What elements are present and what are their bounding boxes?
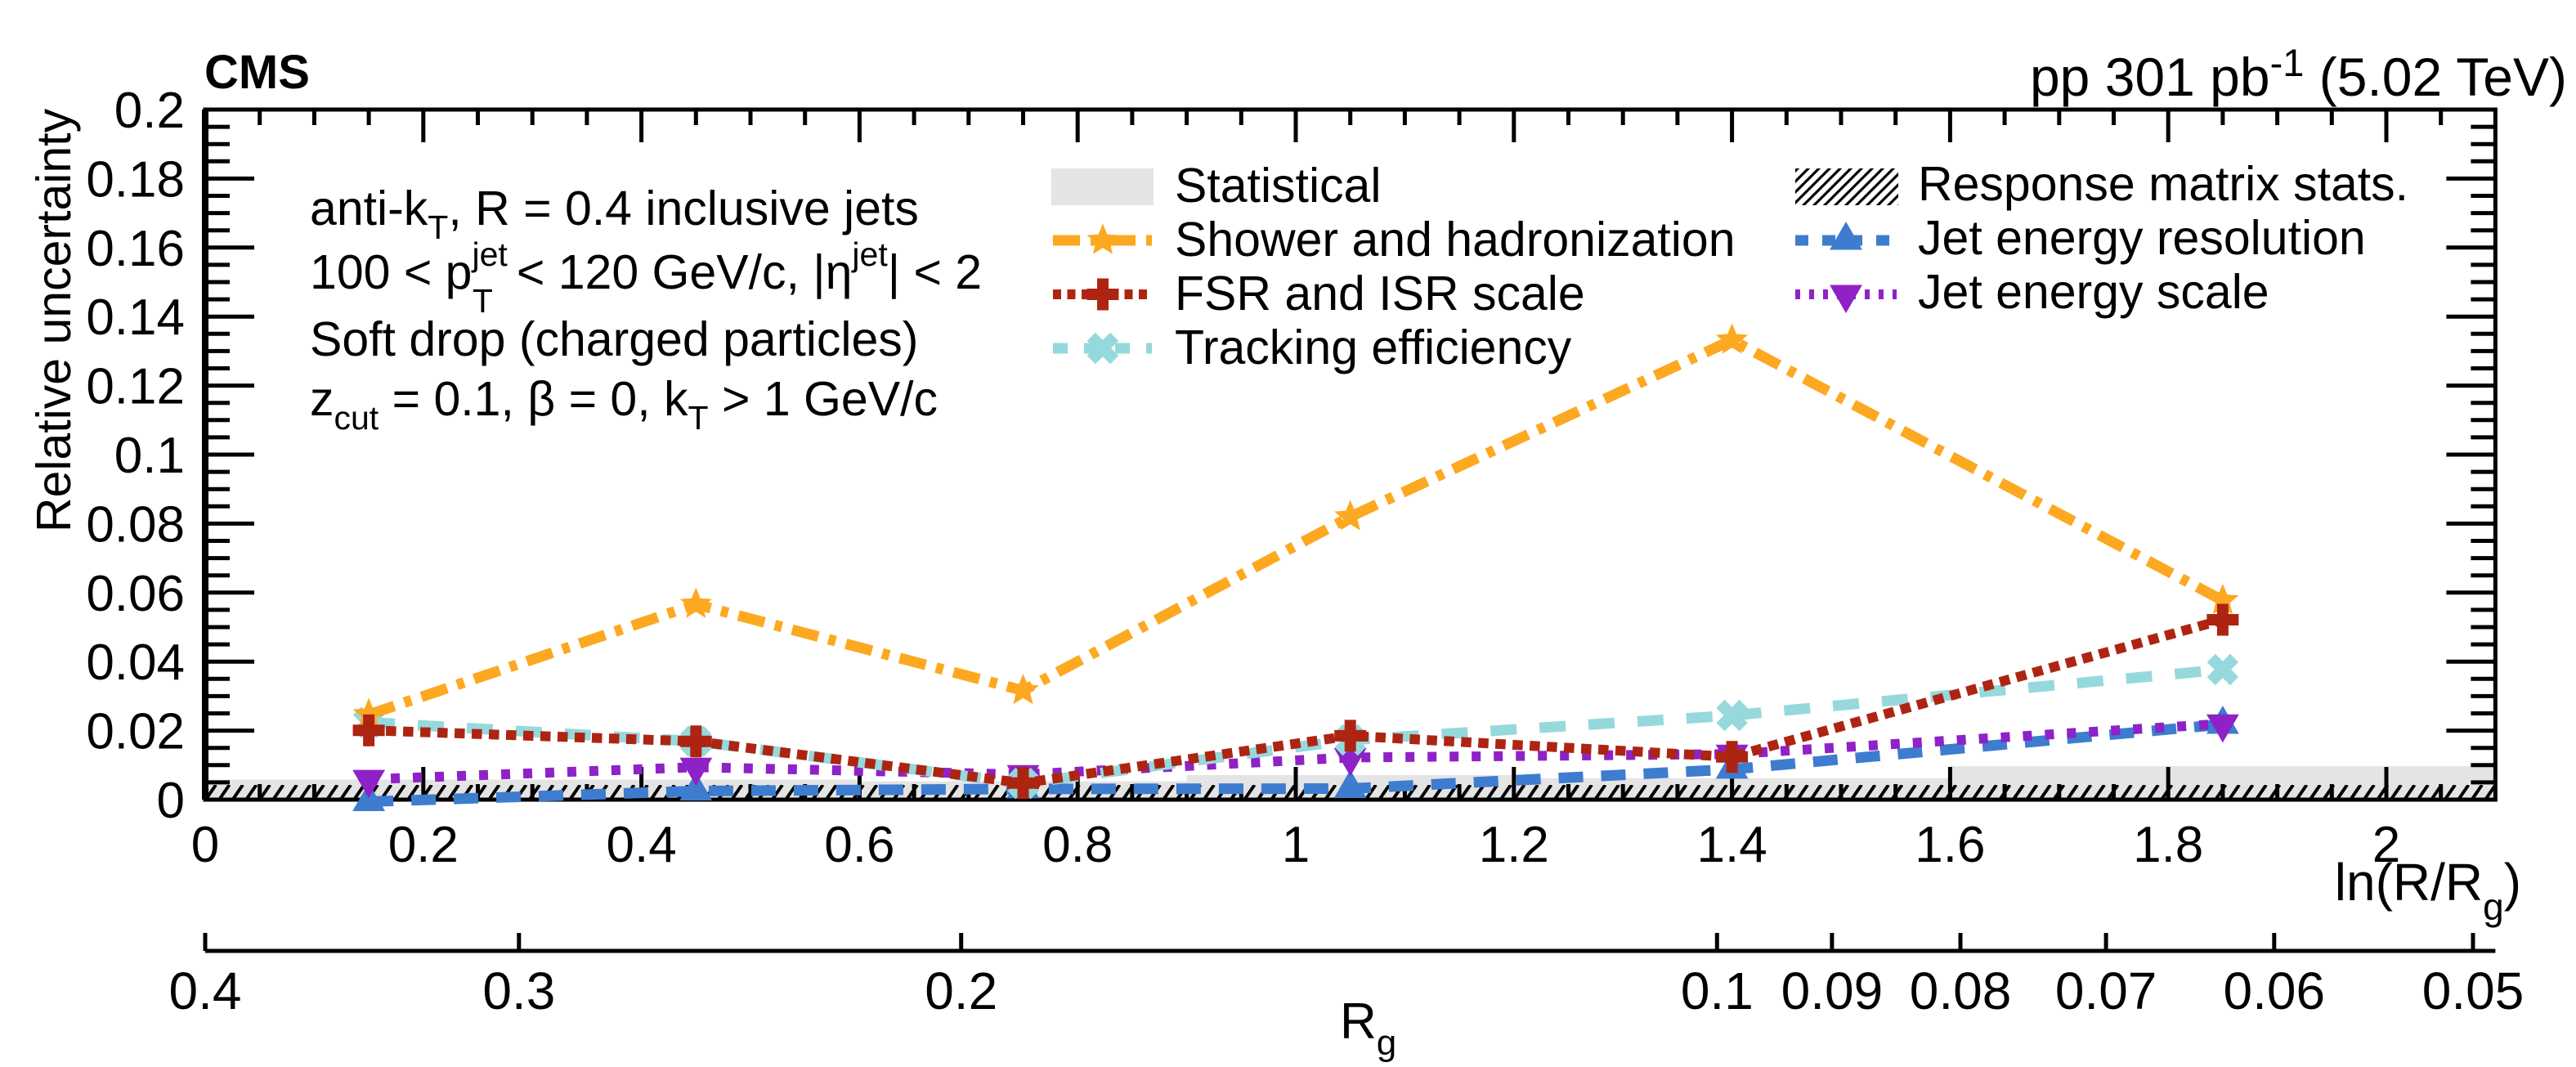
svg-text:0.8: 0.8 (1042, 817, 1113, 873)
svg-text:Jet energy scale: Jet energy scale (1918, 265, 2269, 319)
svg-text:0.08: 0.08 (1910, 962, 2012, 1020)
svg-text:2: 2 (2372, 817, 2400, 873)
svg-text:1.4: 1.4 (1696, 817, 1767, 873)
svg-text:0.06: 0.06 (2224, 962, 2326, 1020)
svg-text:zcut = 0.1, β = 0, kT > 1 GeV/: zcut = 0.1, β = 0, kT > 1 GeV/c (310, 372, 938, 437)
svg-text:0.14: 0.14 (86, 289, 185, 346)
svg-text:0.2: 0.2 (925, 962, 997, 1020)
svg-text:0.4: 0.4 (169, 962, 242, 1020)
svg-text:FSR and ISR scale: FSR and ISR scale (1175, 267, 1585, 321)
svg-text:0.3: 0.3 (482, 962, 555, 1020)
svg-text:0.08: 0.08 (86, 496, 185, 553)
svg-text:1.2: 1.2 (1479, 817, 1549, 873)
svg-text:0: 0 (191, 817, 219, 873)
svg-text:0.07: 0.07 (2055, 962, 2157, 1020)
svg-text:Tracking efficiency: Tracking efficiency (1175, 321, 1572, 374)
svg-text:CMS: CMS (204, 46, 310, 99)
svg-text:0.2: 0.2 (388, 817, 459, 873)
svg-text:Shower and hadronization: Shower and hadronization (1175, 213, 1736, 267)
svg-text:Soft drop (charged particles): Soft drop (charged particles) (310, 312, 918, 366)
svg-text:0.05: 0.05 (2422, 962, 2524, 1020)
svg-text:1.8: 1.8 (2133, 817, 2203, 873)
svg-text:Response matrix stats.: Response matrix stats. (1918, 157, 2408, 211)
svg-text:0.4: 0.4 (606, 817, 676, 873)
svg-text:0.6: 0.6 (824, 817, 894, 873)
svg-text:Relative uncertainty: Relative uncertainty (27, 108, 81, 532)
svg-text:anti-kT, R = 0.4 inclusive jet: anti-kT, R = 0.4 inclusive jets (310, 182, 919, 246)
svg-text:0.18: 0.18 (86, 151, 185, 208)
svg-text:0.1: 0.1 (1681, 962, 1754, 1020)
svg-text:0.2: 0.2 (114, 83, 185, 139)
svg-text:0.16: 0.16 (86, 221, 185, 277)
svg-text:Statistical: Statistical (1175, 159, 1381, 213)
svg-text:1: 1 (1282, 817, 1310, 873)
svg-text:0: 0 (157, 773, 185, 829)
svg-text:0.09: 0.09 (1781, 962, 1884, 1020)
svg-text:0.02: 0.02 (86, 704, 185, 760)
svg-text:0.12: 0.12 (86, 359, 185, 415)
svg-text:Jet energy resolution: Jet energy resolution (1918, 211, 2366, 265)
svg-text:0.06: 0.06 (86, 566, 185, 622)
svg-text:pp 301 pb-1 (5.02 TeV): pp 301 pb-1 (5.02 TeV) (2030, 41, 2567, 107)
svg-text:1.6: 1.6 (1915, 817, 1985, 873)
svg-text:0.04: 0.04 (86, 634, 185, 691)
svg-text:0.1: 0.1 (114, 428, 185, 484)
